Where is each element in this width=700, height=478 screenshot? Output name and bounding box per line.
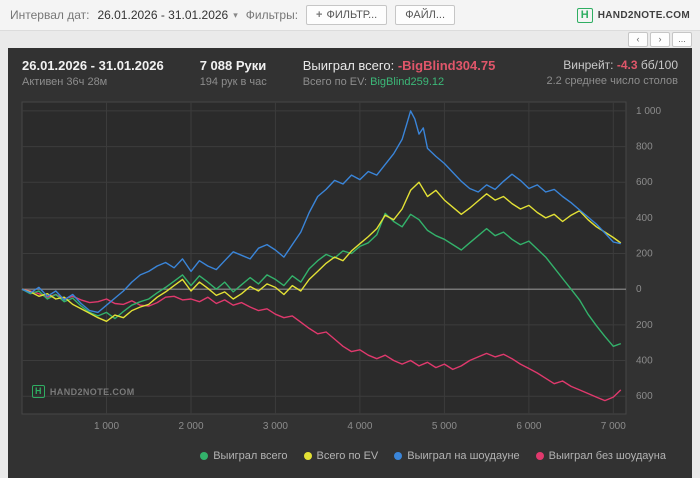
file-button[interactable]: ФАЙЛ... [395, 5, 456, 25]
legend-item-3[interactable]: Выиграл без шоудауна [535, 450, 666, 462]
chart-legend: Выиграл всего Всего по EV Выиграл на шоуда… [8, 446, 692, 462]
series-line-0 [21, 212, 622, 348]
legend-dot-icon [303, 452, 312, 460]
won-total-value: -BigBlind304.75 [397, 58, 496, 73]
series-line-3 [21, 288, 622, 402]
series-line-2 [21, 110, 621, 314]
y-tick-label: 600 [636, 391, 653, 402]
avg-tables: 2.2 среднее число столов [546, 75, 678, 87]
x-tick-label: 2 000 [178, 421, 203, 432]
report-header: 26.01.2026 - 31.01.2026 Активен 36ч 28м … [8, 48, 692, 92]
y-tick-label: 800 [636, 142, 653, 153]
x-tick-label: 6 000 [516, 421, 541, 432]
date-range-value: 26.01.2026 - 31.01.2026 [97, 8, 229, 22]
interval-dates-label: Интервал дат: [10, 8, 90, 22]
plus-icon: + [316, 9, 323, 21]
date-block: 26.01.2026 - 31.01.2026 Активен 36ч 28м [22, 58, 164, 88]
header-date-range: 26.01.2026 - 31.01.2026 [22, 58, 164, 73]
winrate-value: -4.3 [616, 58, 638, 72]
x-tick-label: 7 000 [601, 421, 626, 432]
chart-area: 1 000 2 000 3 000 4 000 5 000 6 000 7 000 1 000… [8, 92, 692, 446]
won-total-label: Выиграл всего: [302, 58, 395, 73]
brand-logo[interactable]: H HAND2NOTE.COM [576, 7, 690, 23]
legend-dot-icon [394, 452, 403, 460]
hands-per-hour: 194 рук в час [199, 76, 267, 88]
winrate-block: Винрейт: -4.3 бб/100 2.2 среднее число с… [546, 58, 678, 87]
y-tick-label: 200 [636, 249, 653, 260]
watermark: H HAND2NOTE.COM [32, 385, 135, 398]
legend-dot-icon [200, 452, 209, 460]
legend-item-0[interactable]: Выиграл всего [200, 450, 288, 462]
filters-label: Фильтры: [245, 8, 299, 22]
legend-label: Всего по EV [316, 450, 379, 462]
more-pages-button[interactable]: ... [672, 32, 692, 47]
add-filter-button[interactable]: + ФИЛЬТР... [306, 5, 388, 25]
next-page-button[interactable]: › [650, 32, 670, 47]
series-line-1 [21, 181, 622, 323]
date-range-select[interactable]: 26.01.2026 - 31.01.2026 ▾ [97, 8, 237, 22]
y-tick-label: 400 [636, 213, 653, 224]
y-tick-label: 400 [636, 356, 653, 367]
winrate-label: Винрейт: [563, 58, 614, 72]
x-tick-label: 4 000 [347, 421, 372, 432]
legend-item-2[interactable]: Выиграл на шоудауне [394, 450, 520, 462]
legend-label: Выиграл без шоудауна [548, 450, 666, 462]
ev-value: BigBlind259.12 [370, 76, 445, 88]
caret-down-icon: ▾ [233, 9, 238, 20]
legend-dot-icon [535, 452, 544, 460]
brand-text: HAND2NOTE.COM [597, 9, 690, 21]
hand2note-h-icon: H [576, 7, 593, 23]
topbar: Интервал дат: 26.01.2026 - 31.01.2026 ▾ … [0, 0, 700, 31]
winnings-chart[interactable]: 1 000 2 000 3 000 4 000 5 000 6 000 7 000 1 000… [16, 94, 684, 446]
y-tick-label: 0 [636, 284, 642, 295]
add-filter-label: ФИЛЬТР... [326, 9, 378, 21]
pagination-strip: ‹ › ... [628, 32, 692, 47]
winrate-unit: бб/100 [640, 58, 678, 72]
watermark-text: HAND2NOTE.COM [49, 386, 135, 397]
y-tick-label: 200 [636, 320, 653, 331]
plot-area [21, 101, 627, 415]
hand2note-h-icon: H [32, 385, 45, 398]
y-tick-label: 600 [636, 177, 653, 188]
ev-label: Всего по EV: [302, 76, 368, 88]
x-tick-label: 1 000 [94, 421, 119, 432]
x-tick-label: 3 000 [263, 421, 288, 432]
hands-block: 7 088 Руки 194 рук в час [200, 58, 267, 88]
winnings-block: Выиграл всего: -BigBlind304.75 Всего по … [303, 58, 496, 88]
x-tick-label: 5 000 [432, 421, 457, 432]
legend-label: Выиграл на шоудауне [407, 450, 520, 462]
report-panel: 26.01.2026 - 31.01.2026 Активен 36ч 28м … [8, 48, 692, 478]
legend-label: Выиграл всего [213, 450, 288, 462]
active-time: Активен 36ч 28м [22, 76, 108, 88]
y-tick-label: 1 000 [636, 106, 661, 117]
legend-item-1[interactable]: Всего по EV [303, 450, 379, 462]
hands-count: 7 088 Руки [199, 58, 267, 73]
prev-page-button[interactable]: ‹ [628, 32, 648, 47]
